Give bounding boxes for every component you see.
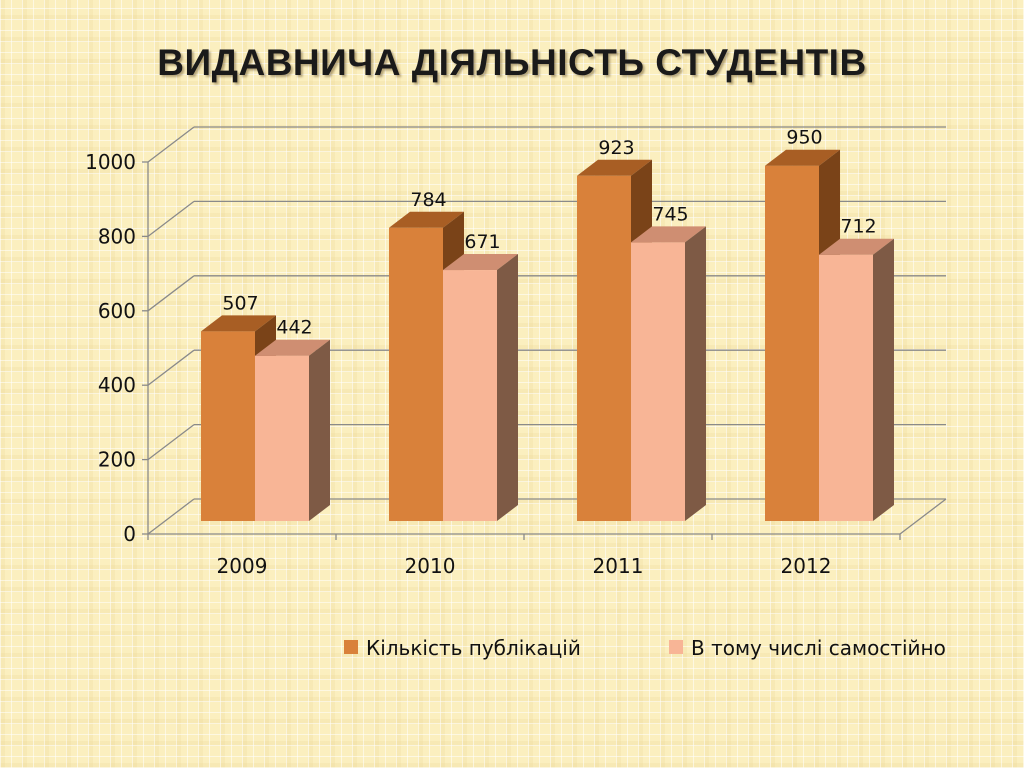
bars [201,149,894,521]
bar-front [819,254,873,521]
legend-label: В тому числі самостійно [691,636,946,660]
y-tick-label: 800 [98,224,136,248]
legend-swatch [344,640,358,654]
bar-top [443,254,518,271]
slide-title: ВИДАВНИЧА ДІЯЛЬНІСТЬ СТУДЕНТІВ [157,42,867,83]
bar-side [873,238,894,521]
bar-front [443,270,497,521]
bar-front [577,175,631,521]
data-label: 784 [410,189,446,211]
gridline-depth [147,424,195,461]
x-tick-label: 2009 [217,554,268,578]
x-tick-label: 2011 [593,554,644,578]
bar [255,339,330,521]
bar [819,238,894,521]
bar-side [685,226,706,521]
legend-swatch [669,640,683,654]
data-label: 950 [786,127,822,149]
y-tick-label: 1000 [85,150,136,174]
legend-item: Кількість публікацій [344,636,581,660]
bar-front [255,355,309,521]
gridline-depth [147,275,195,312]
data-label: 671 [464,231,500,253]
bar-front [389,227,443,521]
bar-top [819,238,894,255]
legend-item: В тому числі самостійно [669,636,946,660]
bar-top [631,226,706,243]
y-tick-label: 600 [98,299,136,323]
data-label: 745 [652,203,688,225]
bar [443,254,518,521]
bar-top [201,315,276,332]
floor-right-edge [899,498,947,535]
bar [389,211,464,521]
legend-label: Кількість публікацій [366,636,581,660]
bar-front [765,165,819,521]
bar-side [309,339,330,521]
gridline-depth [147,200,195,237]
data-label: 712 [840,216,876,238]
data-labels: 507 442 784 671 923 745 950 712 [222,127,876,339]
x-tick-label: 2010 [405,554,456,578]
y-tick-label: 200 [98,448,136,472]
bar-front [631,242,685,521]
bar-top [577,159,652,176]
bar [631,226,706,521]
data-label: 442 [276,317,312,339]
legend: Кількість публікацій В тому числі самості… [344,636,946,660]
bar-top [389,211,464,228]
y-tick-label: 400 [98,373,136,397]
bar-side [497,254,518,521]
bar-top [765,149,840,166]
bar-top [255,339,330,356]
gridline-depth [147,498,195,535]
bar-front [201,331,255,521]
y-tick-label: 0 [123,522,136,546]
axes: 0 200 400 600 800 1000 2009 2010 2011 2012 [85,150,901,578]
data-label: 507 [222,292,258,314]
gridline-depth [147,349,195,386]
x-tick-label: 2012 [781,554,832,578]
gridline-depth [147,126,195,163]
data-label: 923 [598,137,634,159]
